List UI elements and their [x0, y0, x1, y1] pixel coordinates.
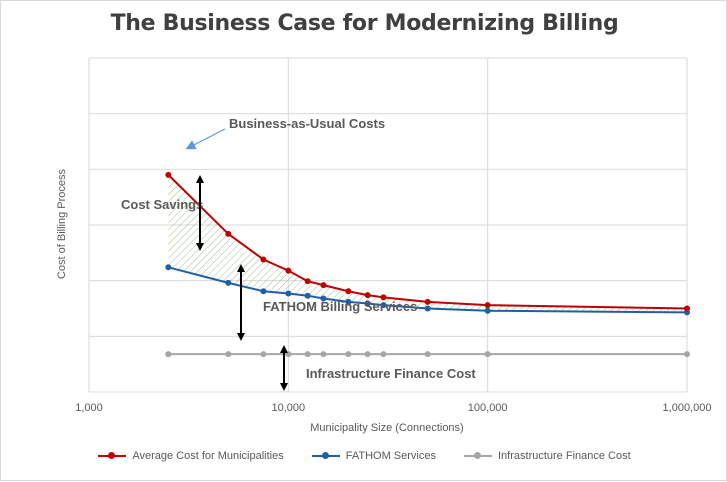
data-point-infrastructure-finance-cost [484, 351, 491, 358]
legend-label: Average Cost for Municipalities [132, 450, 284, 462]
data-point-average-cost-for-municipalities [165, 171, 172, 178]
x-tick-label: 10,000 [272, 402, 306, 414]
data-point-infrastructure-finance-cost [260, 351, 267, 358]
data-point-infrastructure-finance-cost [424, 351, 431, 358]
legend-label: FATHOM Services [345, 450, 436, 462]
legend-item: FATHOM Services [311, 450, 436, 462]
annotation-business-as-usual: Business-as-Usual Costs [229, 116, 385, 131]
data-point-fathom-services [345, 298, 352, 305]
data-point-fathom-services [165, 264, 172, 271]
series-line-fathom-services [168, 266, 688, 314]
data-point-average-cost-for-municipalities [684, 305, 690, 312]
series-line-average-cost-for-municipalities [167, 174, 688, 310]
data-point-fathom-services [484, 307, 491, 314]
data-point-infrastructure-finance-cost [225, 351, 232, 358]
cost-savings-area [168, 174, 688, 313]
data-point-average-cost-for-municipalities [260, 256, 267, 263]
data-point-fathom-services [260, 288, 267, 295]
legend-swatch [98, 451, 127, 461]
legend-swatch [464, 451, 492, 461]
data-point-average-cost-for-municipalities [364, 292, 371, 299]
chart-title: The Business Case for Modernizing Billin… [110, 11, 619, 36]
x-tick-label: 100,000 [468, 402, 508, 414]
data-point-fathom-services [304, 292, 311, 299]
data-point-average-cost-for-municipalities [484, 302, 491, 309]
annotation-cost-savings: Cost Savings [121, 197, 203, 212]
data-point-infrastructure-finance-cost [165, 351, 172, 358]
data-point-fathom-services [380, 302, 387, 309]
legend-label: Infrastructure Finance Cost [498, 450, 631, 462]
data-point-infrastructure-finance-cost [380, 351, 387, 358]
annotation-pointer-arrow [185, 128, 226, 150]
data-point-fathom-services [424, 305, 431, 312]
x-axis-title: Municipality Size (Connections) [310, 422, 463, 434]
data-point-infrastructure-finance-cost [364, 351, 371, 358]
legend-item: Infrastructure Finance Cost [464, 450, 631, 462]
data-point-fathom-services [364, 300, 371, 307]
data-point-average-cost-for-municipalities [345, 288, 352, 295]
data-point-average-cost-for-municipalities [285, 267, 292, 274]
x-tick-label: 1,000 [75, 402, 103, 414]
data-point-fathom-services [285, 290, 292, 297]
annotation-fathom-billing: FATHOM Billing Services [263, 299, 417, 314]
data-point-infrastructure-finance-cost [285, 351, 292, 358]
data-point-infrastructure-finance-cost [304, 351, 311, 358]
data-point-fathom-services [320, 295, 327, 302]
data-point-infrastructure-finance-cost [320, 351, 327, 358]
data-point-average-cost-for-municipalities [424, 298, 431, 305]
annotation-infrastructure-finance: Infrastructure Finance Cost [306, 366, 476, 381]
legend-swatch [311, 451, 340, 461]
data-point-average-cost-for-municipalities [320, 282, 327, 289]
data-point-infrastructure-finance-cost [345, 351, 352, 358]
x-tick-label: 1,000,000 [663, 402, 712, 414]
y-axis-title: Cost of Billing Process [56, 168, 68, 279]
data-point-average-cost-for-municipalities [380, 294, 387, 301]
legend-item: Average Cost for Municipalities [98, 450, 284, 462]
legend: Average Cost for Municipalities FATHOM Se… [1, 450, 727, 462]
data-point-average-cost-for-municipalities [304, 278, 311, 285]
data-point-average-cost-for-municipalities [225, 230, 232, 237]
data-point-fathom-services [225, 279, 232, 286]
data-point-infrastructure-finance-cost [684, 351, 690, 358]
